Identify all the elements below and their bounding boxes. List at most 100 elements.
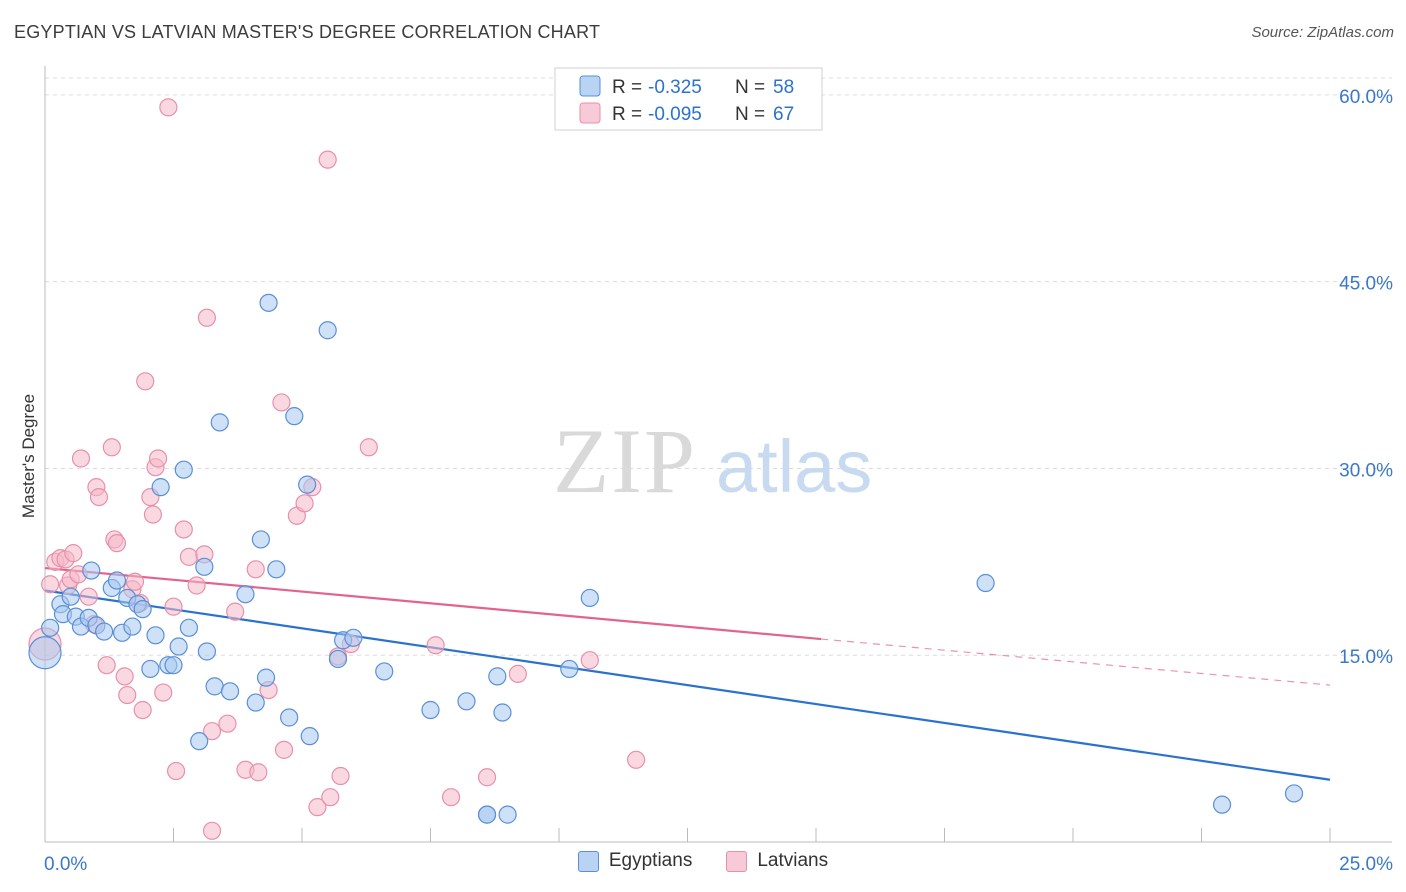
egyptians-point [421,700,440,720]
latvians-trend-line [44,566,822,641]
legend-item-egyptians[interactable]: Egyptians [577,850,692,872]
egyptians-point [236,585,255,604]
latvians-point [274,740,294,759]
egyptians-point [195,557,214,576]
stats-legend: R = -0.325 N = 58 R = -0.095 N = 67 [554,67,823,131]
trend-lines [44,566,1331,781]
latvians-trend-extension [821,638,1331,686]
latvians-point [477,768,497,787]
stats-r-label-egyptians: R = [612,77,642,98]
egyptians-point [133,600,152,619]
egyptians-point [61,587,80,606]
egyptians-point [298,475,317,494]
latvians-point [272,393,291,412]
egyptians-point [1284,784,1304,803]
egyptians-point [179,618,199,637]
data-points [28,98,1304,840]
latvians-point [318,150,337,169]
egyptians-point [477,805,497,824]
latvians-point [295,494,314,513]
latvians-point [626,750,646,769]
egyptians-point [169,637,188,656]
egyptians-point [95,622,114,641]
egyptians-point [375,662,394,681]
latvians-point [426,636,445,655]
latvians-point [441,788,461,807]
egyptians-point [123,617,142,636]
stats-swatch-egyptians [579,75,601,97]
egyptians-point [174,460,193,479]
latvians-point [508,664,527,684]
latvians-point [174,520,193,539]
latvians-point [71,449,91,468]
latvians-point [202,821,222,840]
legend-item-latvians[interactable]: Latvians [726,850,828,872]
latvians-point [218,714,237,733]
egyptians-point [246,693,265,712]
egyptians-point [164,656,183,675]
latvians-point [89,487,109,507]
egyptians-point [82,561,101,580]
latvians-point [226,602,245,621]
y-tick-label: 60.0% [1339,87,1393,108]
stats-n-label-egyptians: N = [735,77,765,98]
egyptians-point [1212,795,1232,814]
egyptians-point [280,708,299,727]
egyptians-point [259,293,278,312]
latvians-point [125,572,145,591]
legend-label-latvians: Latvians [757,850,829,871]
latvians-point [166,761,186,781]
stats-n-value-egyptians: 58 [773,77,794,98]
watermark: ZIP atlas [553,410,872,512]
latvians-point [41,575,60,594]
latvians-point [197,308,217,327]
latvians-point [308,798,327,817]
axes: 15.0% 30.0% 45.0% 60.0% 0.0% 25.0% [44,66,1393,875]
x-tick-label: 25.0% [1339,854,1393,875]
egyptians-point [318,321,337,340]
latvians-point [331,766,350,786]
y-tick-label: 45.0% [1339,274,1393,295]
series-legend: Egyptians Latvians [0,850,1406,872]
latvians-point [202,722,222,741]
egyptians-point [976,573,995,593]
egyptians-point [28,636,62,670]
egyptians-point [498,805,517,824]
legend-swatch-egyptians [577,850,599,872]
egyptians-point [493,703,512,722]
latvians-point [118,685,137,705]
egyptians-point [344,628,363,647]
latvians-point [249,763,268,782]
egyptians-point [328,649,348,669]
egyptians-point [560,659,579,679]
latvians-point [79,587,98,606]
latvians-point [148,449,168,468]
egyptians-point [267,560,286,579]
latvians-point [133,700,152,720]
latvians-point [115,667,134,686]
source-credit: Source: ZipAtlas.com [1251,24,1394,41]
latvians-point [159,98,178,117]
latvians-point [187,576,206,595]
latvians-point [136,372,155,391]
egyptians-point [146,626,165,645]
latvians-point [179,547,199,566]
y-tick-label: 15.0% [1339,647,1393,668]
egyptians-point [300,727,319,746]
latvians-point [143,505,163,524]
latvians-point [580,651,599,670]
egyptians-point [256,668,276,687]
latvians-point [246,560,265,579]
egyptians-point [190,732,209,751]
latvians-point [359,438,378,457]
latvians-point [64,544,83,563]
latvians-point [164,597,183,616]
watermark-zip: ZIP [553,410,697,512]
latvians-point [154,683,173,702]
stats-swatch-latvians [579,102,601,124]
legend-swatch-latvians [726,850,748,872]
egyptians-point [205,677,224,696]
egyptians-point [41,618,60,637]
egyptians-point [141,659,160,679]
